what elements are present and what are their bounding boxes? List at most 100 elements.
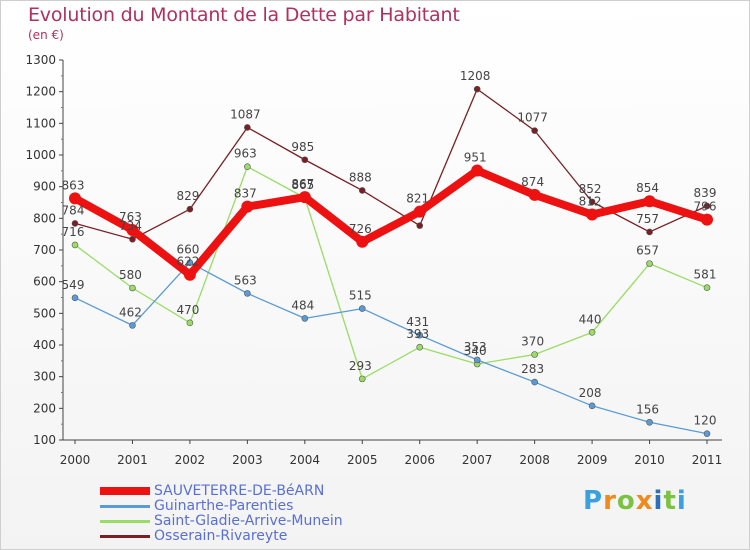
x-tick-label: 2009 — [577, 453, 608, 467]
legend-swatch — [100, 505, 150, 508]
data-point — [298, 191, 311, 204]
series-line — [71, 166, 711, 279]
data-label: 440 — [579, 312, 602, 326]
y-tick-label: 800 — [33, 211, 56, 225]
data-label: 1077 — [517, 111, 548, 125]
legend-label: Guinarthe-Parenties — [154, 498, 294, 514]
proxiti-logo: Proxiti — [583, 486, 687, 516]
y-tick-label: 900 — [33, 180, 56, 194]
data-label: 796 — [694, 200, 717, 214]
data-label: 581 — [694, 268, 717, 282]
line-chart: 100 200 300 400 500 600 700 800 900 1000 1100 1200 1… — [25, 53, 722, 467]
data-point — [646, 418, 653, 426]
data-label: 963 — [234, 147, 257, 161]
data-point — [416, 343, 424, 351]
y-tick-label: 1300 — [25, 53, 56, 67]
data-point — [586, 208, 599, 221]
data-label: 657 — [636, 244, 659, 258]
y-tick-label: 400 — [33, 338, 56, 352]
x-tick-label: 2007 — [462, 453, 493, 467]
data-label: 716 — [62, 225, 85, 239]
data-label: 340 — [464, 344, 487, 358]
data-point — [186, 259, 194, 266]
x-tick-label: 2004 — [290, 453, 321, 467]
x-tick-label: 2010 — [634, 453, 665, 467]
x-tick-label: 2003 — [232, 453, 263, 467]
data-point — [416, 222, 424, 229]
series-line — [74, 262, 708, 435]
data-point — [531, 127, 538, 134]
data-point — [588, 329, 596, 336]
data-label: 821 — [406, 192, 429, 206]
legend-swatch — [100, 520, 150, 523]
series-line — [74, 166, 708, 380]
data-label: 156 — [636, 402, 659, 416]
legend-swatch — [100, 487, 150, 495]
data-label: 852 — [579, 182, 602, 196]
data-point — [301, 156, 309, 164]
data-point — [531, 351, 538, 358]
data-label: 393 — [406, 327, 429, 341]
data-label: 784 — [62, 203, 85, 217]
y-tick-label: 500 — [33, 306, 56, 320]
data-point — [358, 375, 366, 383]
x-tick-label: 2005 — [347, 453, 378, 467]
data-label: 1208 — [460, 69, 491, 83]
data-label: 863 — [62, 178, 85, 192]
x-tick-label: 2001 — [117, 453, 148, 467]
legend-label: Osserain-Rivareyte — [154, 528, 288, 544]
data-label: 431 — [406, 315, 429, 329]
x-tick-label: 2000 — [60, 453, 91, 467]
data-label: 660 — [176, 243, 199, 257]
data-point — [471, 164, 484, 177]
data-label: 839 — [694, 186, 717, 200]
data-label: 515 — [349, 289, 372, 303]
data-label: 293 — [349, 359, 372, 373]
y-tick-label: 200 — [33, 401, 56, 415]
data-point — [703, 430, 711, 437]
data-label: 484 — [291, 298, 314, 312]
y-tick-label: 600 — [33, 275, 56, 289]
legend-label: SAUVETERRE-DE-BéARN — [154, 483, 325, 499]
data-label: 580 — [119, 268, 142, 282]
data-label: 812 — [579, 195, 602, 209]
y-tick-label: 700 — [33, 243, 56, 257]
data-point — [703, 284, 711, 291]
data-point — [186, 205, 194, 213]
data-label: 763 — [119, 210, 142, 224]
y-tick-label: 100 — [33, 433, 56, 447]
data-label: 734 — [119, 219, 142, 233]
data-label: 120 — [694, 414, 717, 428]
data-label: 208 — [579, 386, 602, 400]
data-point — [588, 402, 596, 410]
series-line — [74, 88, 708, 240]
data-label: 757 — [636, 212, 659, 226]
data-point — [646, 228, 653, 236]
data-label: 549 — [62, 278, 85, 292]
data-point — [69, 192, 81, 205]
data-point — [473, 356, 481, 364]
data-point — [71, 220, 79, 227]
data-point — [413, 205, 426, 218]
data-point — [244, 124, 251, 131]
data-label: 867 — [291, 177, 314, 191]
data-label: 854 — [636, 181, 659, 195]
chart-title: Evolution du Montant de la Dette par Hab… — [28, 4, 460, 26]
y-tick-label: 1200 — [25, 85, 56, 99]
data-label: 370 — [521, 335, 544, 349]
data-point — [358, 305, 366, 312]
data-label: 951 — [464, 151, 487, 165]
data-point — [241, 200, 254, 213]
y-tick-label: 1100 — [25, 116, 56, 130]
data-point — [183, 268, 196, 281]
data-point — [643, 195, 656, 208]
data-point — [129, 235, 136, 243]
data-point — [588, 198, 596, 206]
x-tick-label: 2002 — [175, 453, 206, 467]
data-label: 353 — [464, 340, 487, 354]
data-label: 622 — [176, 255, 199, 269]
y-tick-label: 300 — [33, 370, 56, 384]
data-label: 865 — [291, 178, 314, 192]
data-point — [301, 315, 309, 322]
